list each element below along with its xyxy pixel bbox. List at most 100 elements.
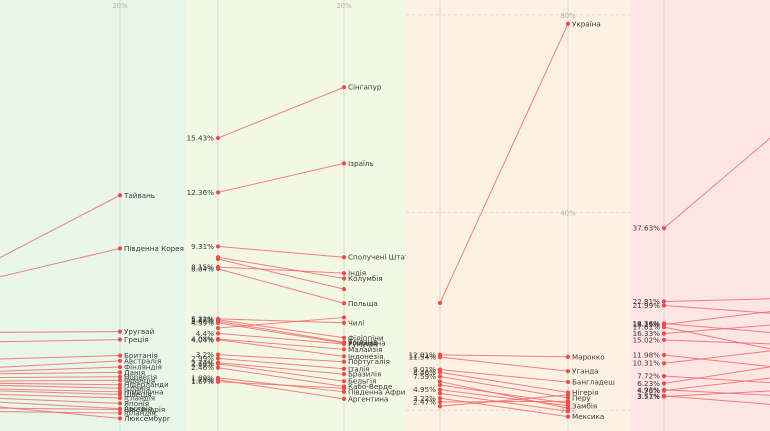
series-dot-left [437,399,443,405]
series-line [217,245,345,258]
country-label: Швеція [124,390,152,399]
series-dot-right [565,401,571,406]
series-dot-left [661,388,667,393]
series-line [0,397,121,404]
series-dot-right [117,407,123,412]
series-dot-left [437,379,443,384]
series-line [0,247,121,278]
value-label: 5.17% [191,315,214,324]
series-dot-right [117,401,123,406]
country-label: Південна Африка [348,387,414,396]
series-line [439,389,569,407]
series-line [0,382,121,386]
series-line [439,381,569,409]
series-line [217,268,345,304]
country-label: Бразилія [348,370,381,379]
series-dot-left [661,226,667,231]
series-dot-right [341,301,347,306]
series-line [663,375,770,384]
country-label: Тайвань [123,191,155,200]
country-label: Італія [348,364,370,373]
series-line [217,316,345,329]
series-line [0,388,121,393]
series-line [217,256,345,279]
country-label: Чилі [348,318,364,327]
value-label: 11.98% [633,350,661,359]
series-line [663,311,770,325]
value-label: 2.47% [413,397,436,406]
series-dot-right [341,255,347,260]
country-label: Сінгапур [348,83,382,92]
value-label: 8.15% [191,262,214,271]
country-label: Ісландія [124,394,155,403]
series-dot-right [341,320,347,325]
series-dot-right [341,366,347,371]
series-dot-right [117,370,123,375]
series-dot-right [565,395,571,400]
series-line [0,393,121,399]
country-label: Філіппіни [348,333,384,342]
series-line [0,376,121,378]
value-label: 9.01% [413,365,436,374]
value-label: 7.59% [413,372,436,381]
country-label: Угорщина [348,339,386,348]
panel-3: 80%40%20%УкраїнаМароккоУгандаБангладешНі… [406,0,630,431]
panel-background [406,0,630,431]
series-dot-left [215,379,221,384]
value-label: 1.78% [191,375,214,384]
series-line [217,363,345,382]
series-dot-right [117,374,123,379]
series-dot-left [437,387,443,392]
series-line [217,162,345,193]
series-dot-right [117,386,123,391]
series-line [217,338,345,350]
series-dot-left [661,373,667,379]
series-dot-left [215,244,221,249]
value-label: 5.09% [191,317,214,326]
series-line [217,381,345,389]
series-line [0,355,121,360]
series-dot-left [215,356,221,361]
value-label: 12.36% [187,188,215,197]
series-dot-left [215,256,221,262]
country-label: Нідерланди [124,380,169,389]
series-line [217,320,345,343]
series-dot-left [661,303,667,308]
axis-tick-label: 40% [560,210,576,218]
series-dot-right [565,21,571,26]
panel-2: 20% Сінгапур Ізраїль Сполучені Штати Колумбі… [186,0,414,431]
series-line [217,332,345,345]
value-label: 4.08% [191,335,214,344]
series-dot-right [341,379,347,384]
series-line [217,357,345,370]
series-dot-right [341,315,347,320]
series-dot-right [341,359,347,364]
series-dot-left [437,391,443,396]
series-dot-right [565,409,571,414]
value-label: 10.31% [633,359,661,368]
country-label: Австралія [124,356,161,365]
series-dot-right [117,395,123,401]
series-line [439,400,569,403]
series-line [217,367,345,387]
series-line [663,395,770,405]
series-dot-left [661,361,667,366]
value-label: 4.99% [191,318,214,327]
series-line [0,407,121,411]
value-label: 17.61% [633,323,661,332]
value-label: 12.01% [409,350,437,359]
country-label: Норвегія [124,372,157,381]
series-dot-right [565,369,571,374]
country-label: Замбія [572,401,597,410]
series-line [0,406,121,419]
series-dot-left [215,352,221,357]
country-label: Фінляндія [124,363,162,372]
series-dot-left [437,374,443,379]
series-line [0,194,121,259]
value-label: 2.68% [191,359,214,368]
series-dot-right [117,378,123,383]
axis-tick-label: 20% [112,2,128,10]
value-label: 1.89% [191,373,214,382]
value-label: 15.43% [187,134,215,143]
series-dot-right [117,246,123,251]
